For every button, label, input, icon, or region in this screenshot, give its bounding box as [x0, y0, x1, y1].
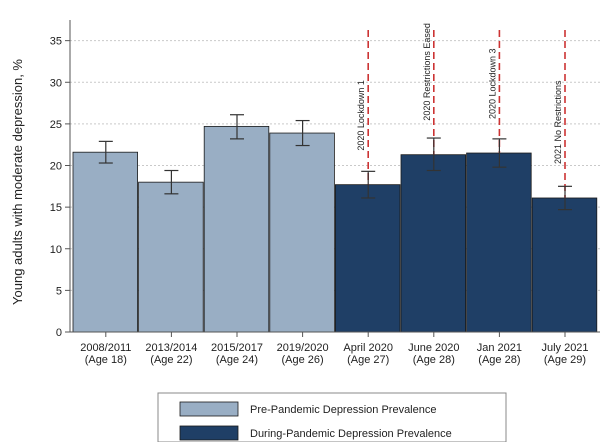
- annotation-label: 2020 Restrictions Eased: [422, 23, 432, 121]
- x-tick-label: 2015/2017 (Age 24): [211, 342, 263, 366]
- bar: [334, 184, 401, 333]
- bar: [466, 152, 532, 333]
- x-tick-label: June 2020 (Age 28): [408, 342, 459, 366]
- x-tick-label: 2008/2011 (Age 18): [80, 342, 131, 366]
- legend-label: During-Pandemic Depression Prevalence: [250, 428, 452, 440]
- annotation-label: 2020 Lockdown 1: [356, 80, 366, 151]
- bar: [72, 151, 138, 333]
- annotation-label: 2021 No Restrictions: [553, 80, 563, 164]
- bars-layer: [72, 125, 598, 333]
- error-bar: [361, 170, 376, 199]
- y-tick-label: 30: [50, 77, 62, 89]
- y-tick-label: 15: [50, 202, 62, 214]
- annotation-label: 2020 Lockdown 3: [487, 48, 497, 119]
- x-tick-label: Jan 2021 (Age 28): [477, 342, 522, 366]
- y-tick-label: 25: [50, 119, 62, 131]
- y-tick-label: 0: [56, 327, 62, 339]
- annotations-layer: 2020 Lockdown 1 2020 Restrictions Eased 20…: [356, 23, 566, 198]
- error-bar: [98, 140, 113, 164]
- x-tick-label: 2013/2014 (Age 22): [145, 342, 197, 366]
- legend: Pre-Pandemic Depression Prevalence During…: [157, 392, 507, 442]
- error-bar: [295, 119, 310, 147]
- error-bars-layer: [98, 114, 572, 211]
- legend-swatch: [179, 425, 239, 441]
- bar: [400, 154, 466, 333]
- bar: [138, 181, 204, 333]
- bar: [269, 132, 335, 333]
- y-tick-label: 5: [56, 285, 62, 297]
- bar: [203, 125, 270, 333]
- error-bar: [558, 185, 572, 211]
- y-axis: 0 5 10 15 20 25 30 35: [50, 20, 71, 339]
- error-bar: [492, 138, 507, 168]
- error-bar: [164, 169, 179, 195]
- legend-swatch: [179, 401, 239, 417]
- y-tick-label: 10: [50, 244, 62, 256]
- legend-label: Pre-Pandemic Depression Prevalence: [250, 404, 436, 416]
- error-bar: [230, 114, 244, 140]
- x-axis: 2008/2011 (Age 18) 2013/2014 (Age 22) 2015/2…: [70, 331, 600, 366]
- y-tick-label: 20: [50, 161, 62, 173]
- y-tick-label: 35: [50, 36, 62, 48]
- bar: [531, 197, 598, 333]
- x-tick-label: July 2021 (Age 29): [541, 342, 588, 366]
- x-tick-label: April 2020 (Age 27): [343, 342, 393, 366]
- x-tick-label: 2019/2020 (Age 26): [277, 342, 329, 366]
- y-axis-label: Young adults with moderate depression, %: [10, 59, 25, 305]
- error-bar: [426, 137, 441, 172]
